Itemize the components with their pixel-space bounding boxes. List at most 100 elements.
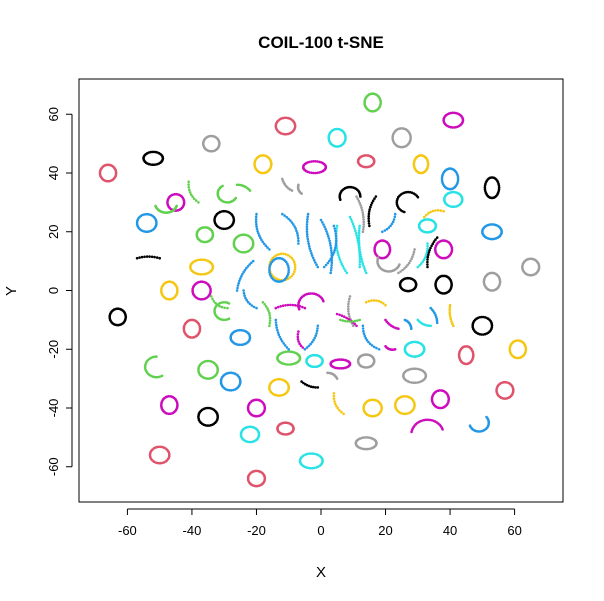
data-point <box>393 212 397 216</box>
data-point <box>199 273 202 276</box>
data-point <box>254 215 258 218</box>
data-point <box>283 214 286 217</box>
data-point <box>407 261 411 265</box>
data-point <box>369 205 372 209</box>
data-point <box>239 328 243 332</box>
data-point <box>432 240 436 243</box>
data-point <box>296 234 300 237</box>
data-point <box>187 183 190 186</box>
data-point <box>355 195 358 198</box>
data-point <box>347 317 351 321</box>
cluster-arc <box>297 292 325 311</box>
data-point <box>293 268 297 271</box>
data-point <box>385 227 389 231</box>
data-point <box>347 305 350 308</box>
data-point <box>361 324 365 328</box>
cluster-curve <box>187 180 200 204</box>
data-point <box>427 324 431 328</box>
data-point <box>342 267 346 270</box>
cluster-ring <box>402 367 428 385</box>
data-point <box>313 336 317 340</box>
data-point <box>450 284 453 288</box>
data-point <box>333 400 336 403</box>
cluster-curve <box>305 212 320 269</box>
cluster-curve <box>332 392 345 416</box>
cluster-curve <box>364 299 387 307</box>
data-point <box>357 199 361 203</box>
data-point <box>211 297 214 301</box>
data-point <box>327 237 331 240</box>
data-point <box>305 225 309 229</box>
data-point <box>284 253 288 256</box>
data-point <box>217 143 221 147</box>
data-point <box>287 266 290 270</box>
data-point <box>332 392 336 395</box>
data-point <box>268 321 272 325</box>
data-point <box>348 215 352 219</box>
data-point <box>191 195 194 198</box>
data-point <box>335 227 339 230</box>
data-point <box>435 236 439 239</box>
data-point <box>420 262 423 265</box>
data-point <box>451 322 454 325</box>
data-point <box>321 460 324 464</box>
data-point <box>426 263 429 266</box>
data-point <box>380 408 383 411</box>
data-point <box>375 299 378 302</box>
cluster-arc <box>213 301 231 322</box>
data-point <box>379 102 382 106</box>
data-point <box>248 189 252 192</box>
data-point <box>312 160 315 163</box>
chart-title: COIL-100 t-SNE <box>258 33 384 52</box>
data-point <box>406 190 410 194</box>
data-point <box>448 308 452 312</box>
cluster-ring <box>191 280 212 301</box>
data-point <box>311 256 315 260</box>
data-point <box>480 333 483 336</box>
data-point <box>362 215 365 219</box>
data-point <box>358 224 362 228</box>
data-point <box>284 304 287 307</box>
data-point <box>364 301 368 304</box>
data-point <box>398 263 401 266</box>
cluster-curve <box>416 318 433 328</box>
cluster-ring <box>142 150 165 166</box>
data-point <box>347 312 351 316</box>
cluster-ring <box>356 353 376 369</box>
data-point <box>448 303 452 307</box>
data-point <box>306 217 309 221</box>
data-point <box>491 223 495 226</box>
data-point <box>322 223 325 226</box>
data-point <box>326 234 330 238</box>
data-point <box>241 273 244 276</box>
data-point <box>197 272 200 276</box>
data-point <box>414 284 418 288</box>
cluster-ring <box>443 190 464 208</box>
data-point <box>367 210 371 213</box>
data-point <box>296 333 300 336</box>
data-point <box>392 218 396 221</box>
cluster-arc <box>154 204 178 214</box>
data-point <box>281 304 285 308</box>
data-point <box>282 342 286 345</box>
data-point <box>319 218 323 222</box>
data-point <box>367 436 371 439</box>
data-point <box>329 257 333 261</box>
data-point <box>349 218 353 221</box>
data-point <box>421 260 425 263</box>
y-axis: -60 -40 -20 0 20 40 60 <box>46 107 73 476</box>
data-point <box>267 309 270 313</box>
cluster-ring <box>197 359 219 380</box>
data-point <box>188 188 191 192</box>
data-point <box>373 197 376 200</box>
data-point <box>434 238 437 241</box>
data-point <box>259 236 262 239</box>
data-point <box>340 262 344 266</box>
data-point <box>353 227 356 230</box>
data-point <box>361 211 365 214</box>
data-point <box>192 197 196 201</box>
data-point <box>292 258 295 262</box>
data-point <box>414 367 417 371</box>
data-point <box>418 264 422 267</box>
cluster-ring <box>508 339 528 360</box>
